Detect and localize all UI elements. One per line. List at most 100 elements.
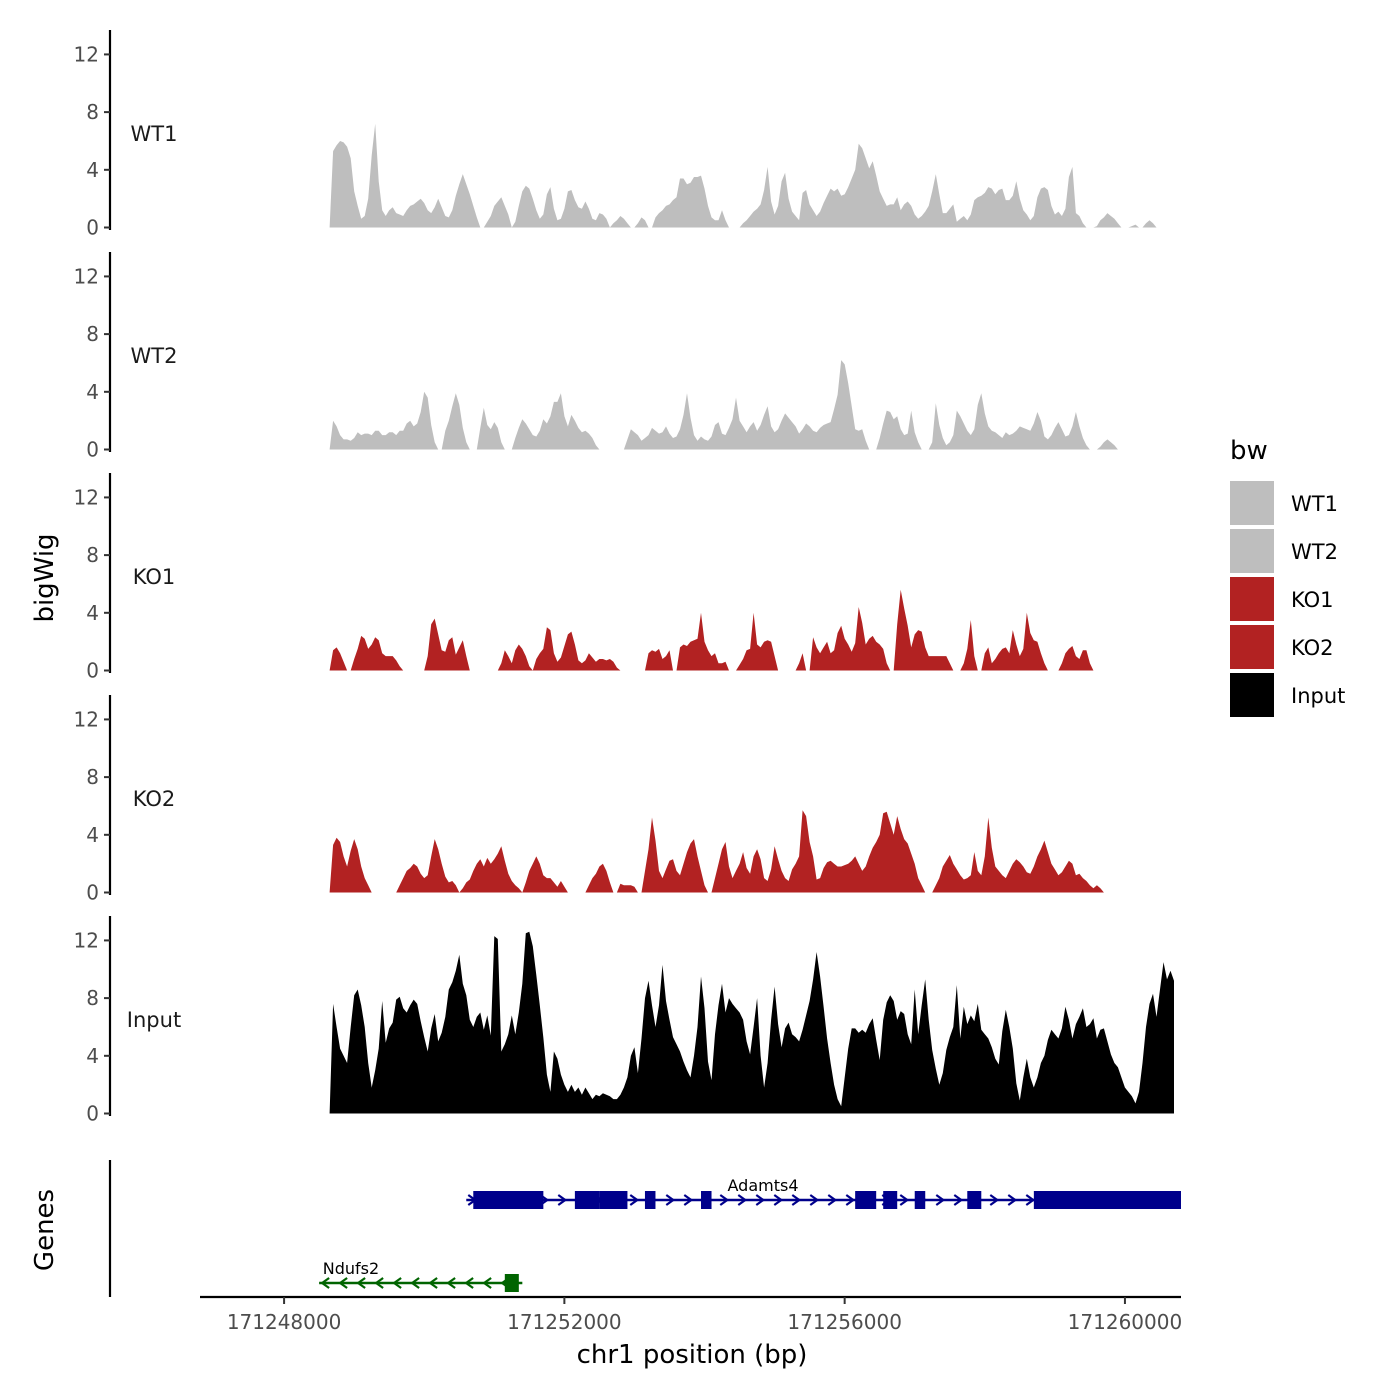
track-panel-KO1: 0 4 8 12 KO1 (74, 473, 1175, 683)
strand-arrow (953, 1194, 964, 1206)
strand-arrow (827, 1194, 838, 1206)
strand-arrow (791, 1194, 802, 1206)
y-tick-label: 4 (86, 380, 99, 404)
legend-swatch (1228, 527, 1276, 575)
legend-label: WT2 (1291, 540, 1338, 564)
strand-arrow (773, 1194, 784, 1206)
y-tick-label: 12 (74, 707, 99, 731)
track-label-KO2: KO2 (133, 787, 176, 811)
track-panel-WT2: 0 4 8 12 WT2 (74, 252, 1175, 462)
y-tick-label: 12 (74, 928, 99, 952)
strand-arrow (719, 1194, 730, 1206)
strand-arrow (935, 1194, 946, 1206)
strand-arrow (683, 1194, 694, 1206)
track-panel-Input: 0 4 8 12 Input (74, 916, 1175, 1126)
x-tick-label: 171256000 (787, 1310, 902, 1334)
exon-block (967, 1191, 982, 1209)
x-tick-label: 171248000 (227, 1310, 342, 1334)
track-label-KO1: KO1 (133, 565, 176, 589)
legend-swatch (1228, 623, 1276, 671)
legend-swatch (1228, 671, 1276, 719)
legend-swatch (1228, 479, 1276, 527)
strand-arrow (446, 1277, 456, 1289)
strand-arrow (629, 1194, 640, 1206)
legend-item: KO2 (1228, 623, 1334, 671)
exon-block (473, 1191, 544, 1209)
track-panel-WT1: 0 4 8 12 WT1 (74, 30, 1175, 240)
genes-axis-title: Genes (30, 1189, 60, 1271)
track-label-WT2: WT2 (131, 344, 178, 368)
track-panels: 0 4 8 12 WT1 0 4 8 12 WT2 0 4 8 12 KO1 0 4 8 12 KO2 0 4 8 12 Inp… (74, 30, 1175, 1126)
x-axis: 171248000 171252000 171256000 171260000 (200, 1295, 1183, 1334)
legend-title: bw (1230, 436, 1268, 466)
strand-arrow (338, 1277, 348, 1289)
gene-Ndufs2: Ndufs2 (319, 1259, 523, 1292)
x-tick-label: 171260000 (1068, 1310, 1183, 1334)
y-axis-title: bigWig (30, 533, 60, 622)
strand-arrow (845, 1194, 856, 1206)
y-tick-label: 0 (86, 1102, 99, 1126)
x-tick-label: 171252000 (507, 1310, 622, 1334)
gene-label-Adamts4: Adamts4 (728, 1176, 799, 1195)
y-tick-label: 8 (86, 765, 99, 789)
genes-panel: Adamts4 Ndufs2 (108, 1160, 1181, 1297)
gene-Adamts4: Adamts4 (466, 1176, 1181, 1209)
x-axis-title: chr1 position (bp) (577, 1340, 808, 1370)
coverage-area-KO2 (329, 810, 1175, 893)
strand-arrow (410, 1277, 420, 1289)
legend: bw WT1 WT2 KO1 KO2 Input (1228, 436, 1345, 719)
coverage-area-KO1 (329, 589, 1175, 671)
legend-label: KO2 (1291, 636, 1334, 660)
legend-label: Input (1291, 684, 1345, 708)
exon-block (504, 1274, 519, 1292)
exon-block (855, 1191, 877, 1209)
exon-block (701, 1191, 712, 1209)
strand-arrow (374, 1277, 384, 1289)
strand-arrow (989, 1194, 1000, 1206)
y-tick-label: 0 (86, 881, 99, 905)
exon-block (883, 1191, 898, 1209)
y-tick-label: 4 (86, 601, 99, 625)
track-panel-KO2: 0 4 8 12 KO2 (74, 695, 1175, 905)
strand-arrow (557, 1194, 568, 1206)
gene-label-Ndufs2: Ndufs2 (323, 1259, 379, 1278)
y-tick-label: 4 (86, 823, 99, 847)
legend-swatch (1228, 575, 1276, 623)
y-tick-label: 0 (86, 659, 99, 683)
strand-arrow (464, 1277, 474, 1289)
legend-item: WT1 (1228, 479, 1338, 527)
legend-item: Input (1228, 671, 1345, 719)
coverage-area-WT1 (329, 123, 1175, 228)
coverage-area-Input (329, 931, 1175, 1114)
strand-arrow (1007, 1194, 1018, 1206)
strand-arrow (428, 1277, 438, 1289)
y-tick-label: 4 (86, 1044, 99, 1068)
strand-arrow (392, 1277, 402, 1289)
strand-arrow (482, 1277, 492, 1289)
exon-block (599, 1191, 628, 1209)
strand-arrow (356, 1277, 366, 1289)
y-tick-label: 4 (86, 158, 99, 182)
exon-block (1033, 1191, 1181, 1209)
track-label-Input: Input (127, 1008, 181, 1032)
y-tick-label: 12 (74, 485, 99, 509)
y-tick-label: 8 (86, 322, 99, 346)
legend-items: WT1 WT2 KO1 KO2 Input (1228, 479, 1345, 719)
strand-arrow (809, 1194, 820, 1206)
y-tick-label: 12 (74, 42, 99, 66)
y-tick-label: 8 (86, 100, 99, 124)
exon-block (914, 1191, 926, 1209)
strand-arrow (737, 1194, 748, 1206)
strand-arrow (1025, 1194, 1036, 1206)
coverage-area-WT2 (329, 360, 1175, 450)
strand-arrow (755, 1194, 766, 1206)
strand-arrow (899, 1194, 910, 1206)
strand-arrow (665, 1194, 676, 1206)
y-tick-label: 12 (74, 264, 99, 288)
y-tick-label: 0 (86, 216, 99, 240)
exon-block (574, 1191, 600, 1209)
legend-item: WT2 (1228, 527, 1338, 575)
y-tick-label: 0 (86, 438, 99, 462)
track-label-WT1: WT1 (131, 122, 178, 146)
